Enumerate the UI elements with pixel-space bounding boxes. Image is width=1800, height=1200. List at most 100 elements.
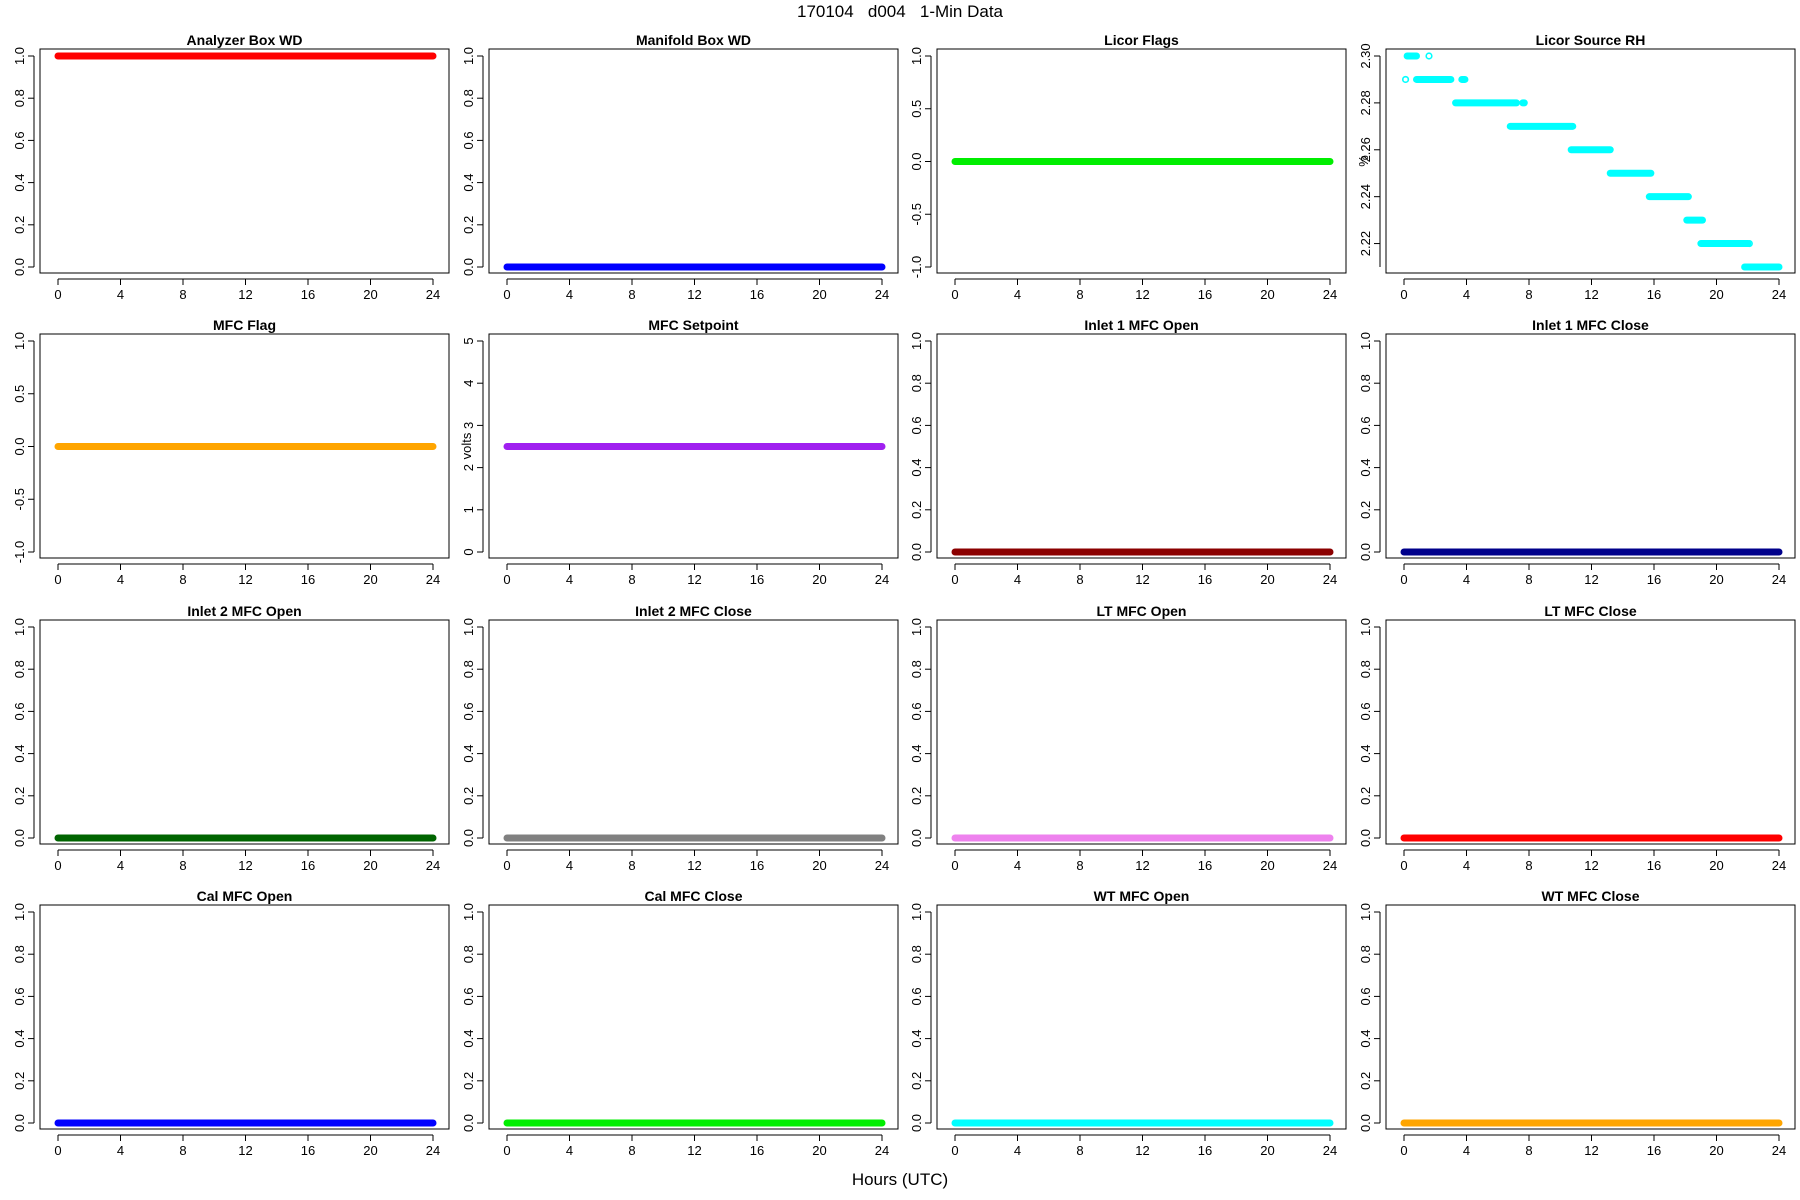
plot-title: Inlet 1 MFC Open <box>1084 317 1198 333</box>
x-tick-label: 24 <box>1772 1143 1786 1158</box>
x-tick-label: 4 <box>566 1143 573 1158</box>
y-tick-label: 0.2 <box>461 216 476 234</box>
x-tick-label: 4 <box>566 858 573 873</box>
x-tick-label: 16 <box>750 1143 764 1158</box>
y-tick-label: 2.22 <box>1358 231 1373 256</box>
plot-frame <box>488 48 899 274</box>
x-tick-label: 20 <box>363 1143 377 1158</box>
x-tick-label: 24 <box>1323 287 1337 302</box>
y-tick-label: 0.4 <box>1358 459 1373 477</box>
x-tick-label: 24 <box>1772 572 1786 587</box>
x-tick-label: 8 <box>628 287 635 302</box>
y-tick-label: 0.8 <box>1358 660 1373 678</box>
y-tick-label: 0.4 <box>461 745 476 763</box>
subplot: WT MFC Open 0 4 8 12 16 20 24 0.0 0.2 0.4 0.6 0.8 1.0 <box>909 888 1347 1158</box>
x-tick-label: 20 <box>812 287 826 302</box>
subplot: Inlet 2 MFC Open 0 4 8 12 16 20 24 0.0 0.2 0.4 0.6 0… <box>12 603 450 873</box>
x-tick-label: 8 <box>1525 1143 1532 1158</box>
subplot: Analyzer Box WD 0 4 8 12 16 20 24 0.0 0.2 0.4 0.6 0.… <box>12 32 450 302</box>
y-tick-label: 2 <box>461 464 476 471</box>
x-tick-label: 20 <box>1260 1143 1274 1158</box>
y-tick-label: 0.0 <box>12 829 27 847</box>
x-tick-label: 20 <box>363 858 377 873</box>
plot-frame <box>488 619 899 845</box>
y-tick-label: 0.2 <box>12 787 27 805</box>
x-tick-label: 4 <box>117 858 124 873</box>
x-tick-label: 4 <box>117 1143 124 1158</box>
y-tick-label: 0.0 <box>1358 829 1373 847</box>
x-tick-label: 0 <box>503 572 510 587</box>
x-tick-label: 12 <box>1584 572 1598 587</box>
y-tick-label: 0.0 <box>1358 1114 1373 1132</box>
plot-title: Licor Flags <box>1104 32 1179 48</box>
subplot: MFC Flag 0 4 8 12 16 20 24 -1.0 -0.5 0.0 0.5 1.0 <box>12 317 450 587</box>
x-tick-label: 24 <box>875 572 889 587</box>
x-tick-label: 20 <box>1709 858 1723 873</box>
x-tick-label: 8 <box>1525 287 1532 302</box>
y-tick-label: 0.8 <box>909 374 924 392</box>
x-tick-label: 0 <box>1400 1143 1407 1158</box>
plot-title: MFC Setpoint <box>648 317 739 333</box>
x-tick-label: 8 <box>179 572 186 587</box>
y-tick-label: 0.8 <box>1358 374 1373 392</box>
y-tick-label: 0.2 <box>12 1072 27 1090</box>
y-tick-label: 1.0 <box>12 903 27 921</box>
data-point <box>1401 75 1410 84</box>
y-tick-label: 2.30 <box>1358 43 1373 68</box>
x-tick-label: 16 <box>750 572 764 587</box>
subplot: Licor Source RH 0 4 8 12 16 20 24 2.22 2.24 2.26 2.… <box>1356 32 1796 302</box>
y-tick-label: 1.0 <box>909 618 924 636</box>
x-tick-label: 0 <box>54 572 61 587</box>
y-tick-label: -1.0 <box>909 256 924 278</box>
subplot: Cal MFC Open 0 4 8 12 16 20 24 0.0 0.2 0.4 0.6 0.8 1.… <box>12 888 450 1158</box>
data-point <box>1745 239 1753 248</box>
x-tick-label: 0 <box>1400 287 1407 302</box>
y-tick-label: 1.0 <box>1358 618 1373 636</box>
y-tick-label: 0.0 <box>909 152 924 170</box>
x-tick-label: 20 <box>1260 287 1274 302</box>
plot-frame <box>936 333 1347 559</box>
x-tick-label: 16 <box>1647 858 1661 873</box>
subplot: WT MFC Close 0 4 8 12 16 20 24 0.0 0.2 0.4 0.6 0.8 1.… <box>1358 888 1796 1158</box>
plot-frame <box>1385 48 1796 274</box>
y-tick-label: 1.0 <box>1358 332 1373 350</box>
x-tick-label: 12 <box>687 858 701 873</box>
y-tick-label: 0.2 <box>12 216 27 234</box>
plot-title: Cal MFC Close <box>644 888 742 904</box>
y-tick-label: 3 <box>461 422 476 429</box>
y-tick-label: 0.2 <box>461 1072 476 1090</box>
y-tick-label: 0.8 <box>461 945 476 963</box>
x-tick-label: 8 <box>1525 858 1532 873</box>
plot-title: LT MFC Close <box>1544 603 1637 619</box>
y-tick-label: 0 <box>461 548 476 555</box>
data-point <box>1425 52 1433 60</box>
x-tick-label: 16 <box>301 572 315 587</box>
plot-frame <box>39 619 450 845</box>
subplot: Licor Flags 0 4 8 12 16 20 24 -1.0 -0.5 0.0 0.5 1.0 <box>909 32 1347 302</box>
subplot: Inlet 2 MFC Close 0 4 8 12 16 20 24 0.0 0.2 0.4 0.6… <box>461 603 899 873</box>
y-tick-label: 0.8 <box>461 89 476 107</box>
y-tick-label: 0.6 <box>12 987 27 1005</box>
plot-frame <box>936 619 1347 845</box>
x-tick-label: 8 <box>1076 858 1083 873</box>
y-tick-label: 0.5 <box>909 100 924 118</box>
x-tick-label: 8 <box>179 1143 186 1158</box>
y-tick-label: -0.5 <box>12 488 27 510</box>
subplot: Cal MFC Close 0 4 8 12 16 20 24 0.0 0.2 0.4 0.6 0.8 1… <box>461 888 899 1158</box>
plot-title: Manifold Box WD <box>636 32 751 48</box>
x-tick-label: 12 <box>1135 287 1149 302</box>
x-tick-label: 8 <box>628 572 635 587</box>
x-tick-label: 0 <box>54 858 61 873</box>
y-tick-label: 0.2 <box>1358 501 1373 519</box>
plot-title: Inlet 2 MFC Open <box>187 603 301 619</box>
x-tick-label: 0 <box>503 287 510 302</box>
x-tick-label: 16 <box>1647 287 1661 302</box>
y-tick-label: 0.6 <box>909 416 924 434</box>
y-tick-label: 0.8 <box>1358 945 1373 963</box>
figure-title: 170104 d004 1-Min Data <box>796 2 1004 21</box>
y-tick-label: 0.8 <box>12 945 27 963</box>
plot-frame <box>1385 904 1796 1130</box>
plot-title: Inlet 2 MFC Close <box>635 603 752 619</box>
y-tick-label: 1.0 <box>12 332 27 350</box>
y-tick-label: 1.0 <box>461 618 476 636</box>
